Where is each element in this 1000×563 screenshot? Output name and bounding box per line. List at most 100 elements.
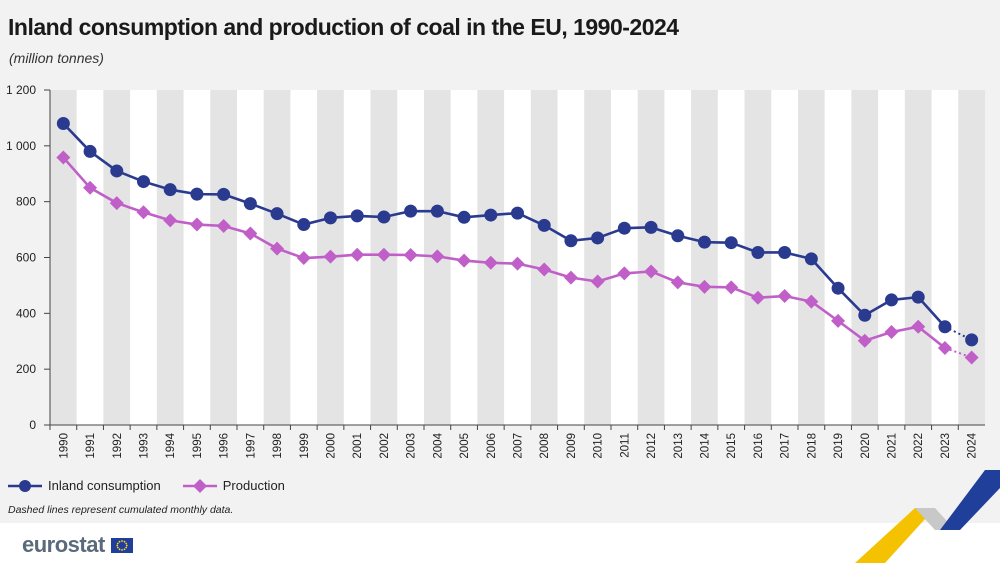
x-tick-label: 1992 [112, 433, 124, 459]
production-point-2011 [617, 266, 632, 281]
band-2011 [611, 90, 638, 425]
band-1990 [50, 90, 77, 425]
band-2024 [958, 90, 985, 425]
series-line-0 [62, 122, 946, 328]
band-2008 [530, 90, 558, 425]
production-point-2010 [590, 274, 605, 289]
consumption-point-2008 [537, 218, 551, 232]
consumption-point-2023 [938, 320, 952, 334]
legend-production-swatch [182, 478, 217, 493]
y-tick-label: 1 000 [6, 139, 36, 153]
footer [0, 523, 1000, 563]
x-tick-label: 2015 [726, 433, 738, 459]
band-2023 [931, 90, 959, 425]
band-2009 [557, 90, 585, 425]
chart-subtitle: (million tonnes) [9, 50, 104, 66]
band-2015 [717, 90, 745, 425]
x-tick-label: 2012 [646, 433, 658, 459]
x-tick-label: 2000 [326, 433, 338, 459]
x-tick-label: 2005 [459, 433, 471, 459]
production-point-2018 [804, 294, 819, 309]
production-point-2003 [403, 247, 418, 262]
band-2010 [584, 90, 611, 425]
production-point-2016 [750, 290, 765, 305]
production-point-2006 [483, 255, 498, 270]
production-point-1996 [216, 218, 231, 233]
consumption-point-2019 [831, 281, 845, 295]
production-point-1997 [243, 226, 258, 241]
x-tick-label: 2017 [780, 433, 792, 459]
x-tick-label: 1999 [299, 433, 311, 459]
band-1998 [263, 90, 291, 425]
x-tick-label: 2009 [566, 433, 578, 459]
y-tick-label: 200 [16, 362, 36, 376]
production-point-2015 [724, 280, 739, 295]
consumption-point-1994 [163, 183, 177, 197]
x-tick-label: 2011 [619, 433, 631, 458]
consumption-point-1995 [190, 187, 204, 201]
x-tick-label: 2016 [753, 433, 765, 459]
production-point-2007 [510, 256, 525, 271]
legend: Inland consumption Production [8, 478, 307, 493]
x-tick-label: 1997 [245, 433, 257, 459]
consumption-point-1991 [83, 144, 97, 158]
consumption-point-2012 [644, 220, 658, 234]
x-tick-label: 2024 [967, 432, 979, 458]
y-tick-label: 600 [16, 251, 36, 265]
consumption-point-2003 [404, 204, 418, 218]
consumption-point-2007 [511, 206, 524, 220]
production-point-1995 [189, 217, 204, 232]
eurostat-logo[interactable]: eurostat [22, 532, 133, 558]
band-1994 [156, 90, 184, 425]
x-tick-label: 2014 [700, 432, 712, 458]
legend-item-consumption[interactable]: Inland consumption [8, 478, 161, 493]
consumption-point-2013 [671, 229, 685, 243]
x-tick-label: 2018 [806, 433, 818, 459]
background-bands [50, 90, 985, 425]
consumption-point-2020 [858, 308, 872, 322]
decorative-stripes [855, 470, 1000, 563]
consumption-point-2018 [804, 252, 818, 266]
band-1993 [130, 90, 157, 425]
production-point-1999 [296, 251, 311, 266]
series-lines [62, 122, 973, 359]
band-2021 [878, 90, 905, 425]
production-point-1994 [163, 213, 178, 228]
production-point-2024 [964, 350, 979, 365]
production-point-2001 [350, 247, 365, 262]
x-tick-label: 2023 [940, 433, 952, 459]
consumption-point-2001 [350, 209, 364, 223]
consumption-point-2014 [698, 235, 711, 249]
x-tick-label: 2010 [593, 433, 605, 459]
y-tick-label: 800 [16, 195, 36, 209]
production-point-2022 [911, 319, 926, 334]
consumption-point-2021 [885, 293, 898, 307]
x-tick-label: 2007 [513, 433, 525, 459]
x-tick-label: 2001 [352, 433, 364, 459]
x-tick-label: 2019 [833, 433, 845, 459]
band-1995 [183, 90, 211, 425]
brand-name: eurostat [22, 532, 105, 557]
y-tick-label: 0 [29, 418, 36, 432]
production-point-2005 [457, 253, 472, 268]
chart-title: Inland consumption and production of coa… [8, 14, 679, 40]
consumption-point-2010 [591, 231, 605, 245]
legend-item-production[interactable]: Production [182, 478, 285, 493]
legend-consumption-swatch [8, 479, 42, 492]
consumption-point-1998 [270, 207, 284, 221]
x-tick-label: 2021 [887, 433, 899, 459]
band-2012 [637, 90, 665, 425]
series-markers [56, 117, 979, 365]
consumption-point-2016 [751, 245, 765, 259]
production-point-2000 [323, 249, 338, 264]
x-tick-label: 1993 [139, 433, 151, 459]
legend-production-label: Production [222, 478, 285, 493]
consumption-point-2006 [484, 208, 498, 222]
band-1996 [210, 90, 237, 425]
band-2014 [691, 90, 718, 425]
x-tick-label: 2022 [913, 433, 925, 459]
production-point-1992 [109, 196, 124, 211]
consumption-point-2005 [457, 210, 471, 224]
eu-flag-icon [110, 537, 133, 553]
consumption-point-2024 [965, 333, 979, 347]
